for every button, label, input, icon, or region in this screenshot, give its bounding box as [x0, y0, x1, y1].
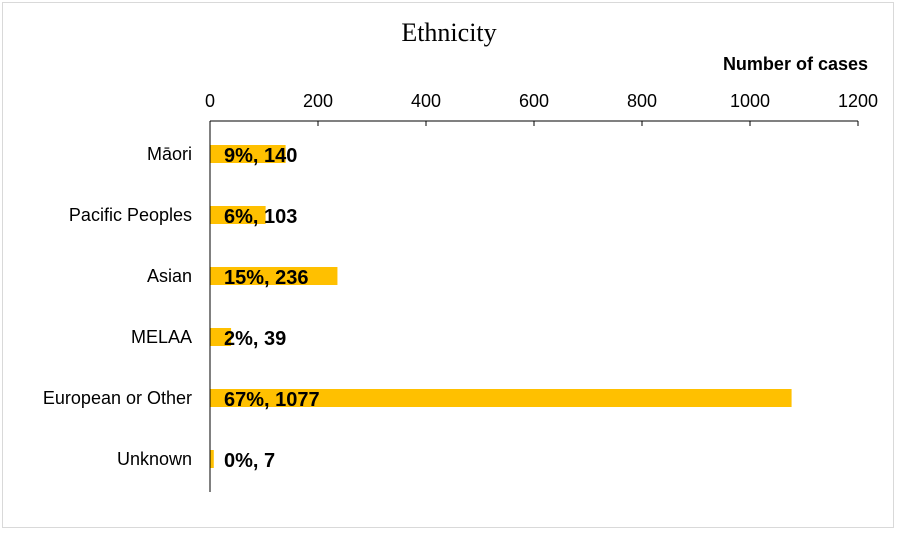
bars — [210, 145, 792, 468]
data-label: 0%, 7 — [224, 450, 275, 472]
x-axis-ticks: 0 200 400 600 800 1000 1200 — [205, 91, 878, 126]
category-label: European or Other — [43, 388, 192, 408]
data-label: 2%, 39 — [224, 328, 286, 350]
x-tick-label: 600 — [519, 91, 549, 111]
x-tick-label: 0 — [205, 91, 215, 111]
category-label: Unknown — [117, 449, 192, 469]
data-label: 9%, 140 — [224, 145, 297, 167]
x-tick-label: 1000 — [730, 91, 770, 111]
bar — [210, 450, 214, 468]
bar — [210, 206, 266, 224]
data-label: 15%, 236 — [224, 267, 309, 289]
category-label: Asian — [147, 266, 192, 286]
data-label: 67%, 1077 — [224, 389, 320, 411]
bar — [210, 328, 232, 346]
x-axis-label: Number of cases — [722, 54, 868, 74]
x-tick-label: 1200 — [838, 91, 878, 111]
x-tick-label: 400 — [411, 91, 441, 111]
category-label: Pacific Peoples — [69, 205, 192, 225]
bar — [210, 267, 338, 285]
category-label: MELAA — [131, 327, 192, 347]
chart-title: Ethnicity — [401, 18, 497, 47]
bar — [210, 389, 792, 407]
category-labels: Māori Pacific Peoples Asian MELAA European o… — [43, 144, 192, 469]
x-tick-label: 200 — [303, 91, 333, 111]
bar — [210, 145, 286, 163]
data-labels: 9%, 140 6%, 103 15%, 236 2%, 39 67%, 1077 0%,… — [224, 145, 320, 472]
x-tick-label: 800 — [627, 91, 657, 111]
data-label: 6%, 103 — [224, 206, 297, 228]
category-label: Māori — [147, 144, 192, 164]
